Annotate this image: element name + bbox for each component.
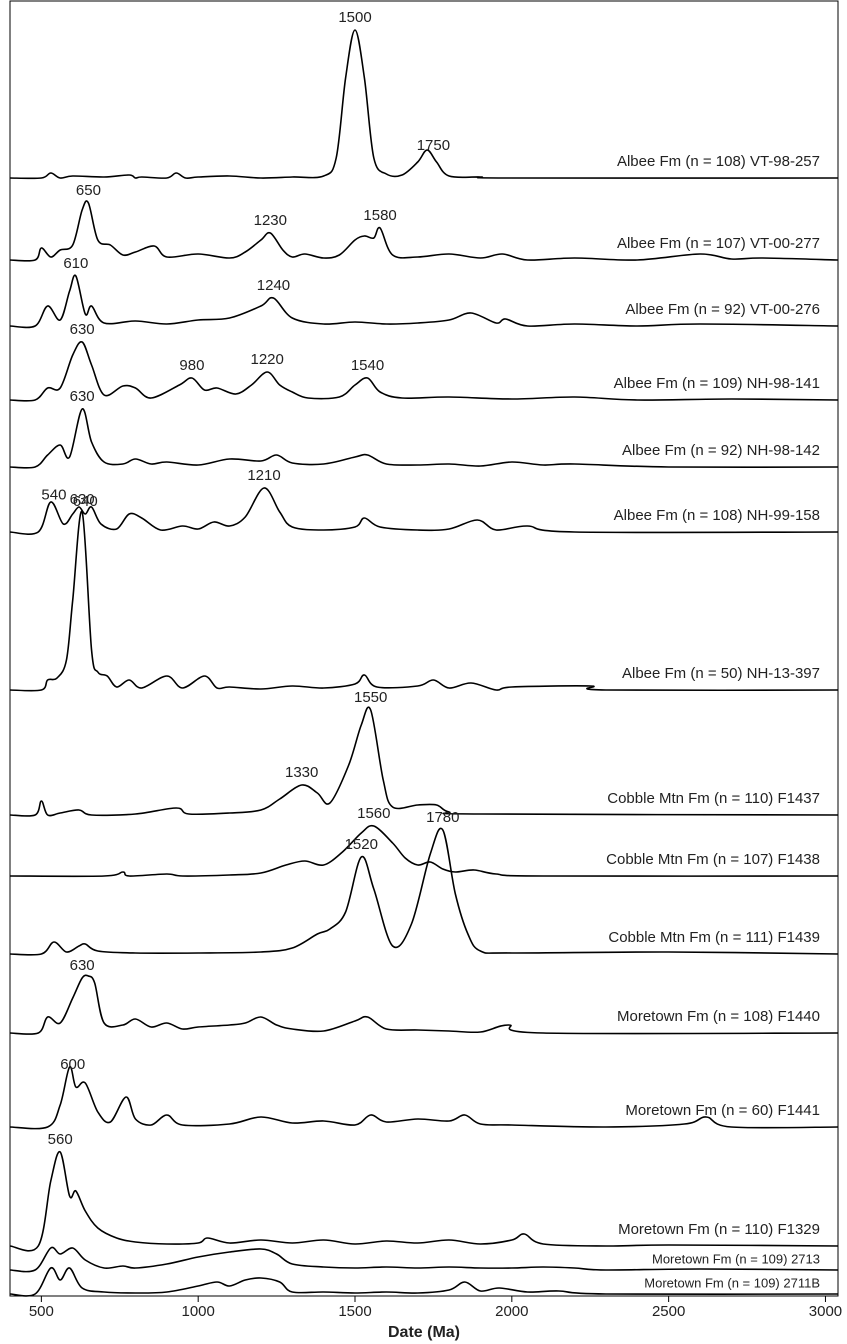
peak-label: 1550 (354, 689, 387, 706)
series-label: Albee Fm (n = 107) VT-00-277 (617, 235, 820, 252)
density-curve (9, 1246, 839, 1273)
peak-label: 630 (70, 957, 95, 974)
series-label: Moretown Fm (n = 110) F1329 (618, 1221, 820, 1238)
series-label: Cobble Mtn Fm (n = 111) F1439 (608, 929, 820, 946)
x-axis-title: Date (Ma) (388, 1324, 460, 1341)
density-curve (9, 29, 839, 180)
density-curve (9, 510, 839, 692)
peak-label: 650 (76, 182, 101, 199)
peak-label: 1780 (426, 809, 459, 826)
series-label: Cobble Mtn Fm (n = 107) F1438 (606, 851, 820, 868)
peak-label: 1230 (254, 212, 287, 229)
density-curve (9, 200, 839, 262)
peak-label: 1500 (338, 9, 371, 26)
x-tick-label: 2500 (652, 1303, 685, 1320)
peak-label: 640 (73, 493, 98, 510)
peak-label: 1580 (363, 207, 396, 224)
density-curve (9, 487, 839, 535)
series-label: Albee Fm (n = 109) NH-98-141 (614, 375, 820, 392)
series-label: Moretown Fm (n = 108) F1440 (617, 1008, 820, 1025)
peak-label: 610 (63, 255, 88, 272)
peak-label: 1240 (257, 277, 290, 294)
peak-label: 560 (48, 1131, 73, 1148)
peak-label: 1540 (351, 357, 384, 374)
plot-frame (9, 0, 839, 1297)
peak-label: 540 (41, 486, 66, 503)
peak-label: 600 (60, 1056, 85, 1073)
density-curve (9, 827, 839, 956)
x-tick-label: 2000 (495, 1303, 528, 1320)
peak-label: 630 (70, 388, 95, 405)
series-label: Cobble Mtn Fm (n = 110) F1437 (607, 790, 820, 807)
series-label: Moretown Fm (n = 109) 2711B (644, 1275, 820, 1290)
density-curve (9, 706, 839, 817)
density-curve (9, 1151, 839, 1252)
density-curve (9, 340, 839, 402)
density-curve (9, 1066, 839, 1130)
density-curve (9, 824, 839, 878)
density-curve (9, 1267, 839, 1297)
peak-label: 1750 (417, 137, 450, 154)
series-label: Albee Fm (n = 108) VT-98-257 (617, 153, 820, 170)
peak-label: 1520 (345, 836, 378, 853)
x-tick-label: 1000 (181, 1303, 214, 1320)
series-label: Moretown Fm (n = 60) F1441 (625, 1102, 820, 1119)
peak-label: 1330 (285, 764, 318, 781)
peak-label: 1210 (247, 467, 280, 484)
peak-label: 1220 (250, 351, 283, 368)
peak-label: 980 (179, 357, 204, 374)
x-tick-label: 1500 (338, 1303, 371, 1320)
peak-label: 630 (70, 321, 95, 338)
peak-label: 630 (70, 491, 95, 508)
x-tick-label: 500 (29, 1303, 54, 1320)
density-curve (9, 274, 839, 329)
series-label: Albee Fm (n = 50) NH-13-397 (622, 665, 820, 682)
x-tick-label: 3000 (809, 1303, 842, 1320)
series-label: Albee Fm (n = 108) NH-99-158 (614, 507, 820, 524)
peak-label: 1560 (357, 805, 390, 822)
density-curve (9, 408, 839, 469)
series-label: Moretown Fm (n = 109) 2713 (652, 1251, 820, 1266)
series-label: Albee Fm (n = 92) NH-98-142 (622, 442, 820, 459)
density-curve (9, 974, 839, 1035)
series-label: Albee Fm (n = 92) VT-00-276 (625, 301, 820, 318)
